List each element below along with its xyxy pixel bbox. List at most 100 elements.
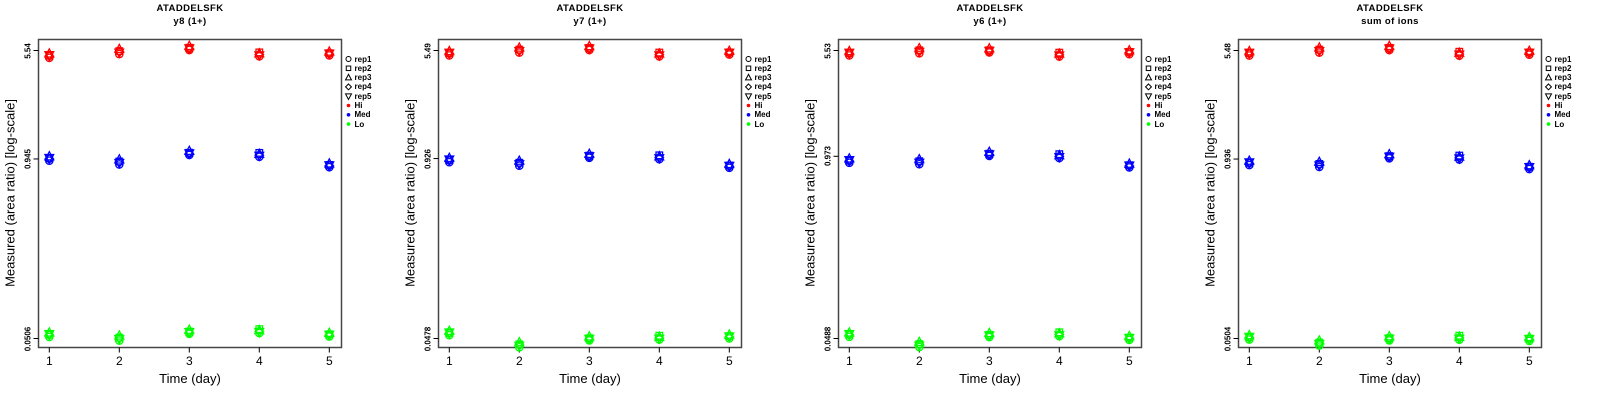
marker-hi-day2-rep5 — [1313, 47, 1325, 58]
marker-hi-day2-rep5 — [513, 47, 525, 58]
marker-hi-day1-rep5 — [1243, 48, 1255, 59]
marker-hi-day1-rep5 — [43, 51, 55, 62]
marker-med-day1-rep3 — [1243, 154, 1255, 165]
marker-lo-day5-rep5 — [1523, 334, 1535, 346]
marker-hi-day3-rep5 — [183, 44, 195, 55]
plot-box — [437, 38, 743, 349]
marker-hi-day1-rep3 — [843, 45, 855, 56]
marker-med-day2-rep4 — [114, 156, 125, 168]
marker-hi-day1-rep3 — [43, 47, 55, 58]
marker-lo-day2-rep3 — [1313, 334, 1325, 345]
marker-med-day2-rep4 — [914, 156, 925, 168]
legend-rep4-diamond-icon — [344, 83, 353, 91]
subplot-3: 5.53 0.973 0.0488 1 2 3 4 5 ATADDELSFK y6 (1+) Mea… — [800, 0, 1200, 400]
legend-Med-dot-icon — [1546, 113, 1551, 117]
plot-box — [1237, 38, 1543, 349]
legend-label-Lo: Lo — [1154, 119, 1165, 129]
x-tick-label: 4 — [655, 353, 663, 368]
marker-lo-day5-rep5 — [1123, 333, 1135, 345]
y-tick-label: 0.0488 — [823, 326, 833, 351]
y-tick-label: 0.945 — [23, 148, 33, 169]
marker-med-day4-rep5 — [1053, 152, 1065, 164]
plot-title: ATADDELSFK — [156, 3, 224, 14]
legend-label-rep5: rep5 — [1154, 91, 1172, 101]
marker-hi-day4-rep5 — [1453, 50, 1465, 61]
marker-hi-day2-rep4 — [114, 46, 125, 57]
marker-hi-day2-rep4 — [914, 45, 925, 57]
legend-rep2-square-icon — [745, 65, 752, 72]
x-tick-label: 3 — [1385, 353, 1393, 368]
marker-hi-day1-rep5 — [843, 48, 855, 59]
marker-hi-day5-rep5 — [1523, 48, 1535, 59]
plot-canvas — [33, 38, 353, 353]
plot-subtitle: y7 (1+) — [573, 15, 607, 27]
marker-lo-day1-rep5 — [43, 330, 55, 341]
legend-label-Med: Med — [754, 110, 771, 120]
y-axis-label: Measured (area ratio) [log-scale] — [1202, 99, 1218, 287]
y-axis-label: Measured (area ratio) [log-scale] — [402, 99, 418, 287]
legend-rep3-triangle-up-icon — [344, 73, 353, 81]
legend-label-rep4: rep4 — [1154, 82, 1172, 92]
legend-rep4-diamond-icon — [1544, 83, 1553, 91]
marker-lo-day2-rep3 — [113, 329, 125, 340]
x-axis-label: Time (day) — [559, 371, 621, 386]
x-tick-label: 5 — [1525, 353, 1533, 368]
legend-label-rep2: rep2 — [354, 63, 372, 73]
y-tick-label: 5.48 — [1223, 42, 1233, 59]
legend-rep4-diamond-icon — [744, 83, 753, 91]
y-tick-label: 0.0504 — [1223, 326, 1233, 351]
legend-label-Hi: Hi — [354, 101, 363, 110]
marker-med-day4-rep5 — [253, 151, 265, 162]
marker-lo-day2-rep5 — [113, 335, 125, 346]
x-tick-label: 4 — [1055, 353, 1063, 368]
legend-label-rep5: rep5 — [354, 91, 372, 101]
plot-box — [837, 38, 1143, 349]
marker-lo-day5-rep5 — [323, 330, 335, 341]
legend-label-rep4: rep4 — [754, 82, 772, 92]
legend-label-Lo: Lo — [1554, 119, 1565, 129]
legend-label-rep1: rep1 — [354, 54, 372, 64]
marker-med-day2-rep3 — [113, 153, 125, 164]
legend-rep2-square-icon — [1145, 65, 1152, 72]
marker-lo-day3-rep5 — [183, 328, 195, 339]
subplot-2: 5.49 0.926 0.0478 1 2 3 4 5 ATADDELSFK y7 (1+) Mea… — [400, 0, 800, 400]
marker-med-day4-rep5 — [1453, 154, 1465, 165]
legend-rep5-triangle-down-icon — [1544, 93, 1553, 101]
marker-hi-day4-rep5 — [253, 51, 265, 62]
legend-Med-dot-icon — [746, 113, 751, 117]
x-tick-label: 1 — [845, 353, 853, 368]
plot-canvas — [433, 38, 753, 353]
marker-hi-day2-rep4 — [514, 45, 525, 56]
y-axis-label: Measured (area ratio) [log-scale] — [2, 99, 18, 287]
plot-subtitle: y8 (1+) — [173, 15, 207, 27]
marker-med-day1-rep3 — [43, 150, 55, 161]
legend-label-Med: Med — [354, 110, 371, 120]
marker-hi-day2-rep5 — [913, 47, 925, 58]
legend-label-rep1: rep1 — [754, 54, 772, 64]
marker-med-day5-rep5 — [1123, 161, 1135, 172]
plot-canvas — [833, 38, 1153, 353]
legend-rep3-triangle-up-icon — [1544, 73, 1553, 81]
x-axis-label: Time (day) — [159, 371, 221, 386]
legend-label-rep3: rep3 — [1154, 73, 1172, 83]
legend-rep1-circle-icon — [1145, 55, 1152, 63]
marker-med-day1-rep5 — [1243, 158, 1255, 169]
marker-hi-day2-rep5 — [113, 48, 125, 59]
legend-Lo-dot-icon — [1146, 122, 1151, 126]
legend-rep2-square-icon — [1545, 65, 1552, 72]
legend-rep5-triangle-down-icon — [1144, 93, 1153, 101]
legend-rep5-triangle-down-icon — [744, 93, 753, 101]
plot-title: ATADDELSFK — [1356, 3, 1424, 14]
marker-med-day3-rep5 — [183, 149, 195, 160]
y-tick-label: 0.0478 — [423, 326, 433, 351]
x-tick-label: 2 — [915, 353, 923, 368]
marker-lo-day1-rep3 — [43, 326, 55, 337]
marker-lo-day1-rep3 — [843, 326, 855, 337]
plot-box — [37, 38, 343, 349]
legend-Hi-dot-icon — [1146, 103, 1151, 108]
marker-lo-day2-rep4 — [114, 333, 125, 344]
marker-med-day3-rep5 — [1383, 152, 1395, 163]
marker-lo-day4-rep5 — [653, 334, 665, 345]
marker-med-day2-rep3 — [513, 154, 525, 165]
marker-med-day1-rep5 — [43, 153, 55, 164]
